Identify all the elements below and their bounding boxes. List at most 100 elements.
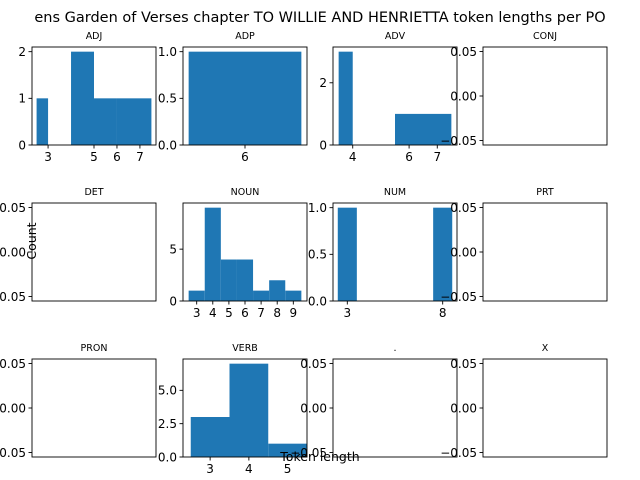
y-tick-label: −0.05 [440,446,477,460]
x-axis-label: Token length [279,449,359,464]
x-tick-label: 9 [289,306,297,320]
y-tick-label: 0.00 [0,401,26,415]
y-tick-label: 2.5 [158,417,177,431]
y-tick-label: 5.0 [158,384,177,398]
axes-frame [332,202,458,302]
y-tick-label: 0.05 [450,45,477,59]
x-tick-label: 6 [241,306,249,320]
histogram-bar [433,207,453,301]
subplot-det: DET −0.05 0.00 0.05 [0,187,157,304]
histogram-bar [116,98,152,145]
subplot-prt: PRT −0.05 0.00 0.05 [440,187,608,304]
y-tick-label: −0.05 [0,446,26,460]
x-tick-label: 7 [433,150,441,164]
x-tick-label: 8 [273,306,281,320]
histogram-bar [188,290,205,301]
histogram-bar [71,51,94,145]
subplot-adv: ADV 4 6 7 0 2 [319,31,458,164]
histogram-bar [285,290,302,301]
x-tick-label: 3 [206,462,214,476]
histogram-bar [204,207,221,301]
subplot-x: X −0.05 0.00 0.05 [440,343,608,460]
x-tick-label: 4 [245,462,253,476]
histogram-bar [253,290,270,301]
histogram-bar [269,280,286,301]
y-tick-label: 0.5 [158,92,177,106]
x-tick-label: 4 [349,150,357,164]
subplot-punct: . −0.05 0.00 0.05 [290,343,458,460]
y-tick-label: 2 [319,76,327,90]
y-tick-label: 0.00 [450,401,477,415]
y-tick-label: 0.00 [300,401,327,415]
figure-title: ens Garden of Verses chapter TO WILLIE A… [34,10,605,26]
subplot-title: . [393,343,396,354]
x-tick-label: 5 [225,306,233,320]
y-tick-label: 0 [319,138,327,152]
y-tick-label: 0 [169,294,177,308]
axes-frame [182,358,308,458]
histogram-bar [188,51,302,145]
histogram-bar [337,207,357,301]
subplot-title: X [542,343,549,354]
subplot-title: PRON [81,343,108,354]
y-axis-label: Count [24,222,39,259]
histogram-bar [94,98,117,145]
x-tick-label: 6 [405,150,413,164]
subplot-conj: CONJ −0.05 0.00 0.05 [440,31,608,148]
y-tick-label: 0.05 [450,201,477,215]
y-tick-label: 1.0 [308,201,327,215]
y-tick-label: −0.05 [440,134,477,148]
histogram-bar [236,259,254,301]
subplot-title: ADV [385,31,406,42]
x-tick-label: 4 [209,306,217,320]
y-tick-label: 0.00 [450,89,477,103]
y-tick-label: 0.00 [450,245,477,259]
x-tick-label: 8 [439,306,447,320]
y-tick-label: 0.05 [300,357,327,371]
y-tick-label: 1.0 [158,45,177,59]
y-tick-label: 1 [18,92,26,106]
subplot-title: VERB [232,343,258,354]
y-tick-label: 0.0 [308,294,327,308]
x-tick-label: 7 [257,306,265,320]
subplot-title: PRT [536,187,554,198]
y-tick-label: 5 [169,242,177,256]
subplot-title: DET [84,187,103,198]
y-tick-label: −0.05 [440,290,477,304]
x-tick-label: 6 [113,150,121,164]
y-tick-label: −0.05 [290,446,327,460]
x-tick-label: 6 [241,150,249,164]
subplot-adj: ADJ 3 5 6 7 0 1 2 [18,31,157,164]
y-tick-label: 0 [18,138,26,152]
subplot-title: NUM [384,187,406,198]
subplot-num: NUM 3 8 0.0 0.5 1.0 [308,187,458,320]
x-tick-label: 5 [284,462,292,476]
y-tick-label: 0.00 [0,245,26,259]
subplot-pron: PRON −0.05 0.00 0.05 [0,343,157,460]
histogram-bar [190,417,230,457]
y-tick-label: 0.05 [450,357,477,371]
subplot-adp: ADP 6 0.0 0.5 1.0 [158,31,308,164]
histogram-bar [36,98,49,145]
histogram-bar [268,443,307,457]
y-tick-label: −0.05 [0,290,26,304]
y-tick-label: 0.05 [0,201,26,215]
subplot-verb: VERB 3 4 5 0.0 2.5 5.0 [158,343,308,476]
y-tick-label: 0.0 [158,138,177,152]
y-tick-label: 0.5 [308,248,327,262]
x-tick-label: 5 [90,150,98,164]
y-tick-label: 2 [18,45,26,59]
histogram-bar [220,259,237,301]
histogram-bar [395,113,452,145]
x-tick-label: 3 [193,306,201,320]
subplot-title: NOUN [231,187,260,198]
x-tick-label: 3 [343,306,351,320]
histogram-bar [338,51,353,145]
y-tick-label: 0.0 [158,450,177,464]
axes-frame [332,46,458,146]
subplot-title: ADJ [86,31,103,42]
